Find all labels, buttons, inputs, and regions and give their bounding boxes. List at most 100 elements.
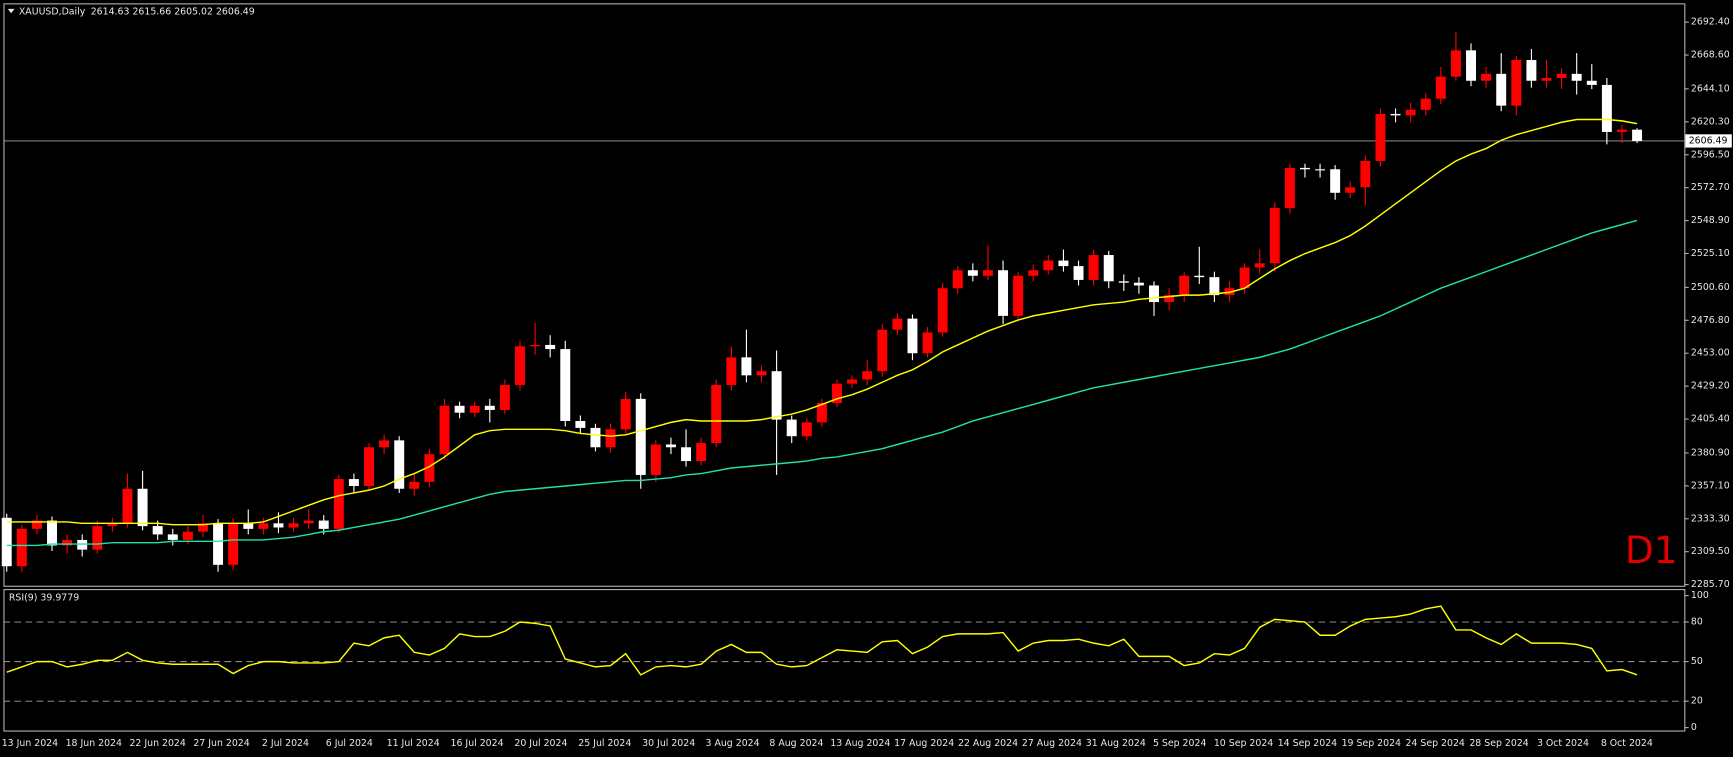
candle-body <box>696 443 707 462</box>
moving-average-line <box>6 219 1638 547</box>
y-tick-label: 2500.60 <box>1691 282 1730 293</box>
y-tick-label: 2285.70 <box>1691 579 1730 590</box>
candle-body <box>1330 169 1341 193</box>
ohlc-text: 2614.63 2615.66 2605.02 2606.49 <box>91 7 255 18</box>
y-tick-label: 2357.10 <box>1691 480 1730 491</box>
y-tick-label: 2405.40 <box>1691 414 1730 425</box>
x-tick-label: 22 Jun 2024 <box>129 738 185 749</box>
candle-body <box>1420 98 1431 110</box>
x-tick-label: 14 Sep 2024 <box>1278 738 1337 749</box>
candle-body <box>1179 275 1190 296</box>
candle-body <box>832 383 842 404</box>
candle-body <box>635 398 646 475</box>
candle-body <box>1073 266 1084 280</box>
candle-body <box>1 517 12 567</box>
candle-body <box>1450 50 1461 77</box>
x-tick-label: 8 Oct 2024 <box>1601 738 1653 749</box>
y-tick-label: 80 <box>1691 617 1703 628</box>
y-tick-label: 2380.90 <box>1691 447 1730 458</box>
candle-body <box>1164 295 1175 303</box>
candle-body <box>318 520 329 529</box>
y-tick-label: 2620.30 <box>1691 116 1730 127</box>
x-tick-label: 3 Aug 2024 <box>706 738 760 749</box>
candle-body <box>1405 109 1416 116</box>
x-tick-label: 10 Sep 2024 <box>1214 738 1273 749</box>
candle-body <box>515 346 525 386</box>
candle-body <box>107 523 118 527</box>
x-tick-label: 27 Jun 2024 <box>193 738 249 749</box>
candle-body <box>1601 84 1612 132</box>
candle-body <box>1254 263 1265 268</box>
candle-body <box>303 520 314 524</box>
candle-body <box>1360 160 1371 188</box>
x-tick-label: 5 Sep 2024 <box>1153 738 1206 749</box>
x-tick-label: 19 Sep 2024 <box>1342 738 1401 749</box>
x-tick-label: 20 Jul 2024 <box>514 738 567 749</box>
candle-body <box>499 385 510 410</box>
candle-body <box>152 526 163 535</box>
candle-body <box>258 523 269 529</box>
x-tick-label: 30 Jul 2024 <box>642 738 695 749</box>
candle-body <box>982 270 993 276</box>
y-tick-label: 2333.30 <box>1691 513 1730 524</box>
candle-body <box>1299 167 1310 170</box>
candle-body <box>1586 80 1597 85</box>
candle-body <box>801 422 812 437</box>
candle-body <box>907 318 918 354</box>
candle-body <box>469 405 480 413</box>
candle-body <box>862 371 873 380</box>
y-tick-label: 20 <box>1691 696 1703 707</box>
candle-body <box>1375 113 1386 161</box>
candle-body <box>560 349 571 421</box>
x-tick-label: 27 Aug 2024 <box>1022 738 1082 749</box>
x-tick-label: 13 Aug 2024 <box>830 738 890 749</box>
candle-body <box>998 270 1009 316</box>
rsi-title: RSI(9) 39.9779 <box>9 592 79 603</box>
candle-body <box>1118 281 1129 283</box>
y-tick-label: 2692.40 <box>1691 17 1730 28</box>
moving-average-line <box>6 118 1638 526</box>
candle-body <box>1481 73 1492 81</box>
x-tick-label: 6 Jul 2024 <box>326 738 373 749</box>
candle-body <box>424 454 435 482</box>
candle-body <box>1526 60 1537 81</box>
candle-body <box>650 444 661 475</box>
candle-body <box>62 539 73 546</box>
candle-body <box>665 444 676 448</box>
x-tick-label: 3 Oct 2024 <box>1537 738 1589 749</box>
candle-body <box>575 420 586 428</box>
candle-body <box>243 523 254 529</box>
candle-body <box>726 357 737 386</box>
candle-body <box>1103 255 1114 282</box>
candle-body <box>605 429 616 448</box>
y-tick-label: 2476.80 <box>1691 315 1730 326</box>
candle-body <box>1541 77 1552 81</box>
candle-body <box>197 523 208 532</box>
candle-body <box>1133 282 1144 286</box>
candle-body <box>1269 208 1280 264</box>
candle-body <box>484 405 495 410</box>
candle-body <box>1496 73 1507 106</box>
y-tick-label: 100 <box>1691 590 1709 601</box>
candle-body <box>711 385 722 444</box>
y-tick-label: 50 <box>1691 656 1703 667</box>
x-tick-label: 13 Jun 2024 <box>2 738 58 749</box>
candle-body <box>1556 73 1567 78</box>
candle-body <box>1315 169 1326 171</box>
chart-title: XAUUSD,Daily <box>19 7 86 18</box>
y-tick-label: 2453.00 <box>1691 348 1730 359</box>
candle-body <box>1149 285 1159 303</box>
candle-body <box>273 523 284 528</box>
x-tick-label: 16 Jul 2024 <box>451 738 504 749</box>
price-label: 2606.49 <box>1689 135 1728 146</box>
x-tick-label: 22 Aug 2024 <box>958 738 1018 749</box>
candle-body <box>530 344 541 347</box>
candle-body <box>545 344 556 350</box>
candle-body <box>348 479 359 486</box>
candle-body <box>1435 76 1446 99</box>
candle-body <box>922 332 933 354</box>
x-tick-label: 18 Jun 2024 <box>66 738 122 749</box>
candle-body <box>213 523 224 565</box>
candle-body <box>1571 73 1582 81</box>
